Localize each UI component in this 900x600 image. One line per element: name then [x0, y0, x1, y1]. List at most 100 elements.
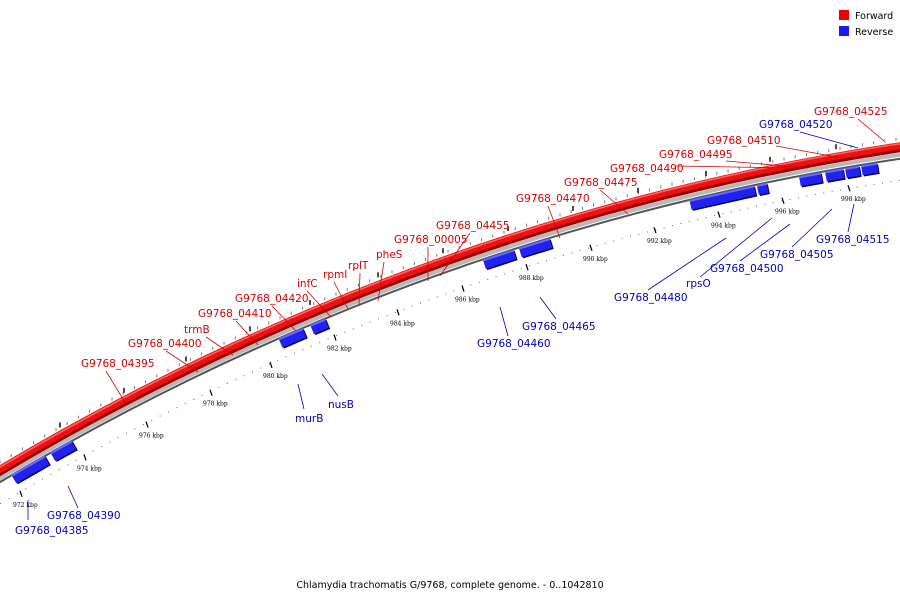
gene-label: G9768_04390 [47, 510, 121, 522]
ruler-dot [176, 407, 178, 409]
ruler-dot [764, 204, 766, 206]
gene-leader-line [67, 485, 79, 509]
reverse-gene-body [518, 238, 553, 258]
gene-label: infC [297, 278, 318, 290]
ruler-dot [58, 469, 60, 471]
ruler-tick-label: 984 kbp [390, 320, 415, 327]
ruler-dot [470, 284, 472, 286]
ruler-dot [226, 382, 228, 384]
ruler-dot [756, 205, 757, 207]
ruler-dot [394, 311, 396, 313]
reverse-gene-highlight [798, 172, 821, 179]
legend-forward-label: Forward [855, 11, 893, 22]
reverse-gene [845, 165, 862, 180]
gene-leader-line [105, 370, 127, 405]
gene-leader-line [847, 203, 855, 233]
ruler-major-tick [847, 184, 851, 192]
ruler-dot [655, 229, 657, 231]
ruler-dot [201, 394, 203, 396]
ruler-dot [361, 324, 363, 326]
ruler-dot [420, 302, 421, 304]
reverse-gene-highlight [278, 328, 304, 341]
ruler-dot [319, 342, 321, 344]
ruler-dot [386, 315, 388, 317]
reverse-gene [861, 162, 880, 177]
ruler-dot [789, 198, 791, 200]
reverse-gene-highlight [11, 455, 46, 477]
ruler-dot [151, 419, 153, 421]
ruler-dot [714, 215, 715, 217]
legend: Forward Reverse [839, 10, 893, 38]
reverse-gene-highlight [825, 168, 844, 174]
ruler-dot [890, 181, 892, 183]
gene-leader-line [271, 305, 297, 332]
ruler-tick-label: 992 kbp [647, 238, 672, 245]
gene-label: nusB [328, 399, 354, 411]
ruler-tick-label: 978 kbp [203, 401, 228, 408]
ruler-dot [663, 227, 665, 229]
ruler-dot [142, 424, 144, 426]
gene-leader-line [499, 306, 509, 337]
ruler-dot [588, 247, 589, 249]
gene-leader-line [333, 281, 349, 310]
ruler-major-tick [589, 244, 593, 251]
gene-leader-line [791, 208, 833, 248]
gene-label: G9768_00005 [394, 234, 468, 246]
reverse-gene-highlight [756, 182, 767, 187]
ruler-dot [184, 403, 186, 405]
ruler-dot [806, 195, 808, 197]
ruler-dot [537, 262, 539, 264]
gene-leader-line [599, 189, 629, 215]
reverse-gene [482, 249, 518, 271]
reverse-gene [50, 440, 78, 462]
reverse-gene [310, 318, 331, 336]
ruler-tick-label: 980 kbp [263, 373, 288, 380]
gene-leader-line [799, 131, 859, 149]
ruler-dot [781, 200, 783, 202]
gene-label: G9768_04520 [759, 119, 833, 131]
ruler-major-tick [396, 309, 400, 316]
reverse-gene-highlight [518, 238, 550, 250]
ruler-dot [688, 220, 690, 222]
ruler-dot [722, 213, 724, 215]
ruler-dot [747, 207, 749, 209]
gene-label: G9768_04400 [128, 338, 202, 350]
ruler-major-tick [209, 389, 213, 396]
gene-leader-line [306, 290, 332, 318]
gene-label: G9768_04460 [477, 338, 551, 350]
ruler-dot [117, 437, 119, 439]
gene-leader-line [297, 383, 305, 410]
ruler-major-tick [83, 454, 87, 461]
ruler-dot [218, 386, 220, 388]
gene-label: G9768_04420 [235, 293, 309, 305]
gene-leader-line [439, 232, 471, 277]
reverse-gene [798, 172, 824, 188]
gene-leader-line [775, 145, 843, 159]
gene-label: G9768_04480 [614, 292, 688, 304]
ruler-major-tick [781, 197, 785, 204]
gene-leader-line [235, 320, 259, 346]
ruler-dot [487, 278, 489, 280]
ruler-dot [546, 260, 547, 262]
reverse-gene-body [11, 455, 50, 484]
ruler-dot [411, 305, 413, 307]
backbone [0, 142, 900, 484]
reverse-gene-boxes [11, 162, 880, 485]
gene-leader-line [725, 160, 809, 169]
gene-label: rplT [348, 260, 369, 272]
ruler-tick-label: 994 kbp [711, 223, 736, 230]
ruler-major-tick [145, 421, 149, 428]
ruler-dot [571, 252, 573, 254]
reverse-gene [689, 185, 758, 211]
gene-leader-line [321, 373, 339, 397]
ruler-dot [613, 240, 615, 242]
ruler-dot [352, 328, 354, 330]
reverse-gene [278, 328, 308, 349]
gene-leader-line [699, 217, 773, 278]
ruler-dot [243, 375, 245, 377]
ruler-dot [378, 318, 379, 320]
ruler-dot [529, 265, 531, 267]
ruler-dot [495, 276, 497, 278]
reverse-gene-highlight [482, 249, 514, 262]
